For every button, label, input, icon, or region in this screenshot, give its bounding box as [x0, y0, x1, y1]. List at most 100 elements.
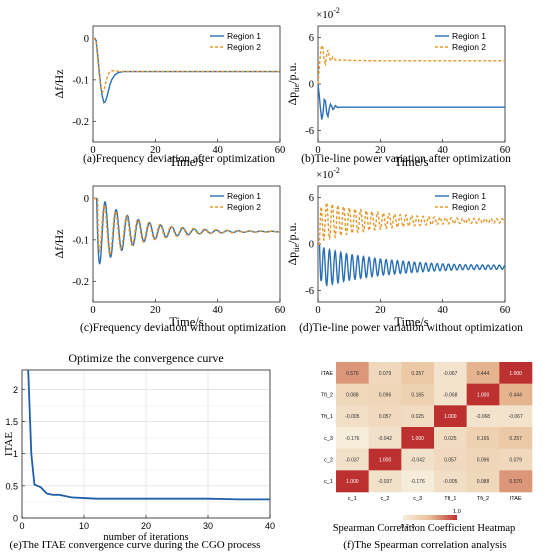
- y-tick-label: 0: [309, 240, 314, 251]
- heatmap-value: 0.444: [509, 393, 522, 399]
- y-tick-label: 0: [84, 34, 89, 45]
- colorbar: [403, 515, 457, 520]
- heatmap-value: 0.079: [379, 371, 392, 377]
- colorbar-tick: 0: [411, 524, 414, 530]
- heatmap-cell: [466, 383, 500, 406]
- heatmap-value: -0.037: [345, 458, 359, 464]
- x-tick-label: 60: [500, 305, 511, 316]
- legend-label: Region 2: [227, 202, 261, 212]
- heatmap-value: 0.165: [411, 393, 424, 399]
- heatmap-value: 1.000: [444, 414, 457, 420]
- heatmap-value: -0.005: [443, 479, 457, 485]
- heatmap-row-label: Tfi_1: [321, 414, 333, 420]
- heatmap-value: -0.042: [411, 458, 425, 464]
- heatmap-value: 0.570: [509, 479, 522, 485]
- heatmap-value: 0.088: [477, 479, 490, 485]
- y-axis-label: Δptie/p.u.: [285, 62, 301, 105]
- x-axis-label: Time/s: [394, 315, 428, 329]
- legend-label: Region 2: [452, 42, 486, 52]
- series-line-2: [93, 197, 281, 256]
- panel-caption: (d)Tie-line power variation without opti…: [299, 322, 523, 334]
- panel-caption: (f)The Spearman correlation analysis: [343, 539, 506, 551]
- panel-caption: (e)The ITAE convergence curve during the…: [10, 539, 261, 551]
- y-tick-label: 1: [13, 449, 18, 459]
- heatmap-cell: [336, 470, 369, 493]
- heatmap-value: 0.257: [411, 371, 424, 377]
- heatmap-value: 1.000: [346, 479, 359, 485]
- heatmap-cell: [368, 448, 402, 471]
- heatmap-col-label: ITAE: [510, 496, 522, 502]
- x-tick-label: 40: [437, 305, 448, 316]
- heatmap-cell: [434, 405, 467, 428]
- heatmap-cell: [368, 427, 402, 449]
- heatmap-value: -0.068: [476, 414, 490, 420]
- heatmap-value: 0.257: [509, 436, 522, 442]
- x-tick-label: 0: [315, 305, 320, 316]
- y-tick-label: 6: [309, 193, 314, 204]
- heatmap-cell: [466, 470, 500, 493]
- heatmap-value: 1.000: [477, 393, 490, 399]
- x-tick-label: 20: [150, 145, 161, 156]
- legend-label: Region 1: [227, 31, 261, 41]
- heatmap-value: 0.088: [346, 393, 359, 399]
- heatmap-cell: [368, 470, 402, 493]
- heatmap-row-label: c_1: [324, 479, 333, 485]
- legend-label: Region 2: [227, 42, 261, 52]
- legend-label: Region 1: [452, 31, 486, 41]
- series-line-1: [317, 83, 505, 120]
- heatmap-value: -0.068: [443, 393, 457, 399]
- x-tick-label: 40: [212, 305, 223, 316]
- legend-label: Region 1: [227, 191, 261, 201]
- y-tick-label: -0.1: [72, 235, 89, 246]
- heatmap-cell: [499, 427, 533, 449]
- y-axis-label: Δptie/p.u.: [285, 222, 301, 265]
- heatmap-cell: [401, 427, 435, 449]
- x-tick-label: 0: [315, 145, 320, 156]
- series-line-2: [318, 201, 506, 245]
- heatmap-value: -0.176: [345, 436, 359, 442]
- heatmap-value: -0.042: [378, 436, 392, 442]
- heatmap-value: 0.025: [411, 414, 424, 420]
- series-line-1: [318, 243, 506, 287]
- heatmap-cell: [336, 405, 369, 428]
- legend-label: Region 1: [452, 191, 486, 201]
- colorbar-tick: 1.0: [453, 509, 461, 515]
- heatmap-cell: [499, 470, 533, 493]
- heatmap-row-label: ITAE: [321, 371, 333, 377]
- heatmap-cell: [499, 362, 533, 384]
- heatmap-cell: [336, 427, 369, 449]
- heatmap-value: -0.037: [378, 479, 392, 485]
- heatmap-value: 0.165: [477, 436, 490, 442]
- heatmap-cell: [466, 448, 500, 471]
- heatmap-row-label: Tfi_2: [321, 393, 333, 399]
- x-tick-label: 20: [375, 305, 386, 316]
- y-axis-label: Δf/Hz: [52, 229, 66, 258]
- y-tick-label: -0.1: [72, 75, 89, 86]
- x-tick-label: 40: [212, 145, 223, 156]
- x-tick-label: 40: [437, 145, 448, 156]
- heatmap-cell: [368, 362, 402, 384]
- y-axis-label: Δf/Hz: [52, 69, 66, 98]
- y-tick-label: -0.2: [72, 117, 89, 128]
- plot-frame: [92, 185, 281, 303]
- heatmap-cell: [401, 448, 435, 471]
- panel-a: 0 20 40 60 0 -0.1 -0.2 Time/s Δf/Hz Region 1Regio…: [52, 25, 285, 169]
- heatmap-cell: [434, 448, 467, 471]
- heatmap-cell: [434, 427, 467, 449]
- heatmap-col-label: c_2: [381, 496, 390, 502]
- y-tick-label: -0.2: [72, 277, 89, 288]
- x-tick-label: 20: [150, 305, 161, 316]
- heatmap-cell: [499, 405, 533, 428]
- series-line-1: [93, 197, 281, 265]
- heatmap-cell: [499, 383, 533, 406]
- y-tick-label: 0: [309, 80, 314, 91]
- x-tick-label: 60: [275, 305, 286, 316]
- heatmap-cell: [466, 427, 500, 449]
- heatmap-row-label: c_3: [324, 436, 333, 442]
- x-tick-label: 0: [19, 521, 24, 531]
- heatmap-col-label: Tfi_1: [444, 496, 456, 502]
- y-tick-label: 6: [309, 33, 314, 44]
- heatmap-value: 0.079: [509, 458, 522, 464]
- heatmap-value: -0.176: [411, 479, 425, 485]
